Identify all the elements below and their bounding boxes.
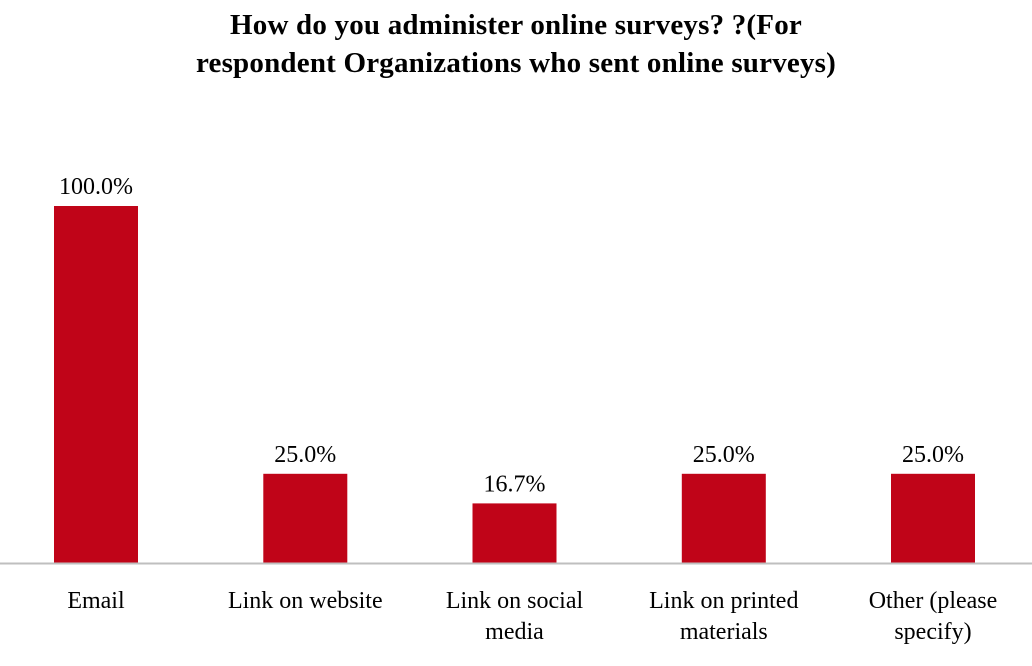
chart-title-line-1: How do you administer online surveys? ?(… [230, 9, 802, 41]
data-label-1: 25.0% [274, 442, 336, 468]
data-label-4: 25.0% [902, 442, 964, 468]
category-label-1-0: Link on website [228, 588, 383, 614]
data-label-3: 25.0% [693, 442, 755, 468]
chart-title-line-2: respondent Organizations who sent online… [195, 47, 837, 79]
category-label-0-0: Email [67, 588, 125, 614]
bar-1 [263, 473, 348, 564]
bar-2 [472, 503, 557, 563]
category-label-2-0: Link on social [446, 588, 584, 614]
bar-4 [891, 473, 975, 564]
bar-0 [54, 206, 138, 563]
bar-3 [681, 473, 766, 564]
chart-title: How do you administer online surveys? ?(… [0, 6, 1032, 82]
data-label-0: 100.0% [59, 174, 133, 200]
category-label-4-1: specify) [894, 619, 971, 645]
category-label-3-0: Link on printed [649, 588, 798, 614]
data-label-2: 16.7% [484, 471, 546, 497]
category-label-3-1: materials [680, 619, 768, 645]
category-label-4-0: Other (please [869, 588, 998, 614]
category-label-2-1: media [485, 619, 544, 645]
